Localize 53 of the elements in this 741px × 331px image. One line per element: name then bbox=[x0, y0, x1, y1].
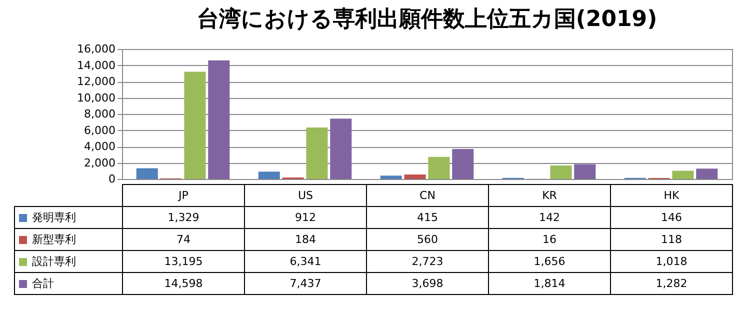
data-label: 14,598 bbox=[122, 272, 244, 294]
y-tick-label: 6,000 bbox=[84, 124, 116, 137]
data-label: 1,329 bbox=[122, 206, 244, 228]
x-tick-label: CN bbox=[366, 184, 488, 206]
data-label: 415 bbox=[366, 206, 488, 228]
data-label: 7,437 bbox=[244, 272, 366, 294]
x-tick-label: JP bbox=[122, 184, 244, 206]
data-label: 74 bbox=[122, 228, 244, 250]
bar bbox=[404, 174, 426, 179]
bar bbox=[550, 166, 572, 179]
bar bbox=[330, 118, 352, 179]
legend-label: 新型専利 bbox=[14, 228, 122, 250]
y-tick-label: 4,000 bbox=[84, 140, 116, 153]
bar bbox=[672, 170, 694, 179]
y-tick-label: 16,000 bbox=[77, 42, 116, 56]
data-label: 16 bbox=[488, 228, 610, 250]
bar bbox=[574, 164, 596, 179]
y-tick-label: 0 bbox=[108, 172, 116, 186]
y-tick-label: 14,000 bbox=[77, 58, 116, 72]
data-label: 2,723 bbox=[366, 250, 488, 272]
bar bbox=[184, 72, 206, 179]
x-tick-label: HK bbox=[610, 184, 732, 206]
y-tick-label: 2,000 bbox=[84, 156, 116, 170]
data-label: 142 bbox=[488, 206, 610, 228]
bar bbox=[380, 176, 402, 179]
data-label: 118 bbox=[610, 228, 732, 250]
x-tick-label: US bbox=[244, 184, 366, 206]
data-label: 184 bbox=[244, 228, 366, 250]
data-label: 1,656 bbox=[488, 250, 610, 272]
legend-label: 合計 bbox=[14, 272, 122, 294]
data-label: 560 bbox=[366, 228, 488, 250]
data-label: 3,698 bbox=[366, 272, 488, 294]
legend-label: 発明専利 bbox=[14, 206, 122, 228]
bar bbox=[428, 156, 450, 179]
bar bbox=[696, 168, 718, 179]
data-label: 6,341 bbox=[244, 250, 366, 272]
data-label: 1,018 bbox=[610, 250, 732, 272]
x-tick-label: KR bbox=[488, 184, 610, 206]
data-label: 1,814 bbox=[488, 272, 610, 294]
data-label: 912 bbox=[244, 206, 366, 228]
data-label: 1,282 bbox=[610, 272, 732, 294]
bar bbox=[306, 127, 328, 179]
data-label: 13,195 bbox=[122, 250, 244, 272]
bar bbox=[208, 60, 230, 179]
chart-title: 台湾における専利出願件数上位五カ国(2019) bbox=[196, 6, 658, 32]
y-tick-label: 10,000 bbox=[77, 91, 116, 104]
bar bbox=[136, 168, 158, 179]
y-tick-label: 8,000 bbox=[84, 108, 116, 120]
bar bbox=[452, 148, 474, 179]
legend-label: 設計専利 bbox=[14, 250, 122, 272]
data-label: 146 bbox=[610, 206, 732, 228]
y-tick-label: 12,000 bbox=[77, 75, 116, 88]
bar bbox=[258, 172, 280, 179]
